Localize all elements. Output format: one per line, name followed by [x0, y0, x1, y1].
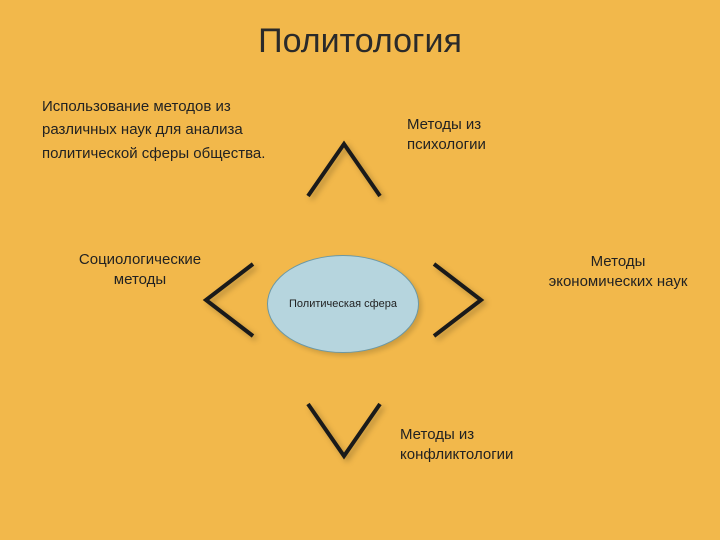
chevron-right-icon: [430, 260, 485, 340]
label-bottom: Методы из конфликтологии: [400, 425, 560, 464]
chevron-left-icon: [202, 260, 257, 340]
label-left: Социологические методы: [55, 250, 225, 289]
page-title: Политология: [0, 22, 720, 61]
label-right: Методы экономических наук: [543, 252, 693, 291]
chevron-up-icon: [304, 140, 384, 200]
center-label: Политическая сфера: [289, 297, 397, 311]
description-text: Использование методов из различных наук …: [42, 95, 272, 165]
label-top: Методы из психологии: [407, 115, 537, 154]
center-oval: Политическая сфера: [267, 255, 419, 353]
chevron-down-icon: [304, 400, 384, 460]
